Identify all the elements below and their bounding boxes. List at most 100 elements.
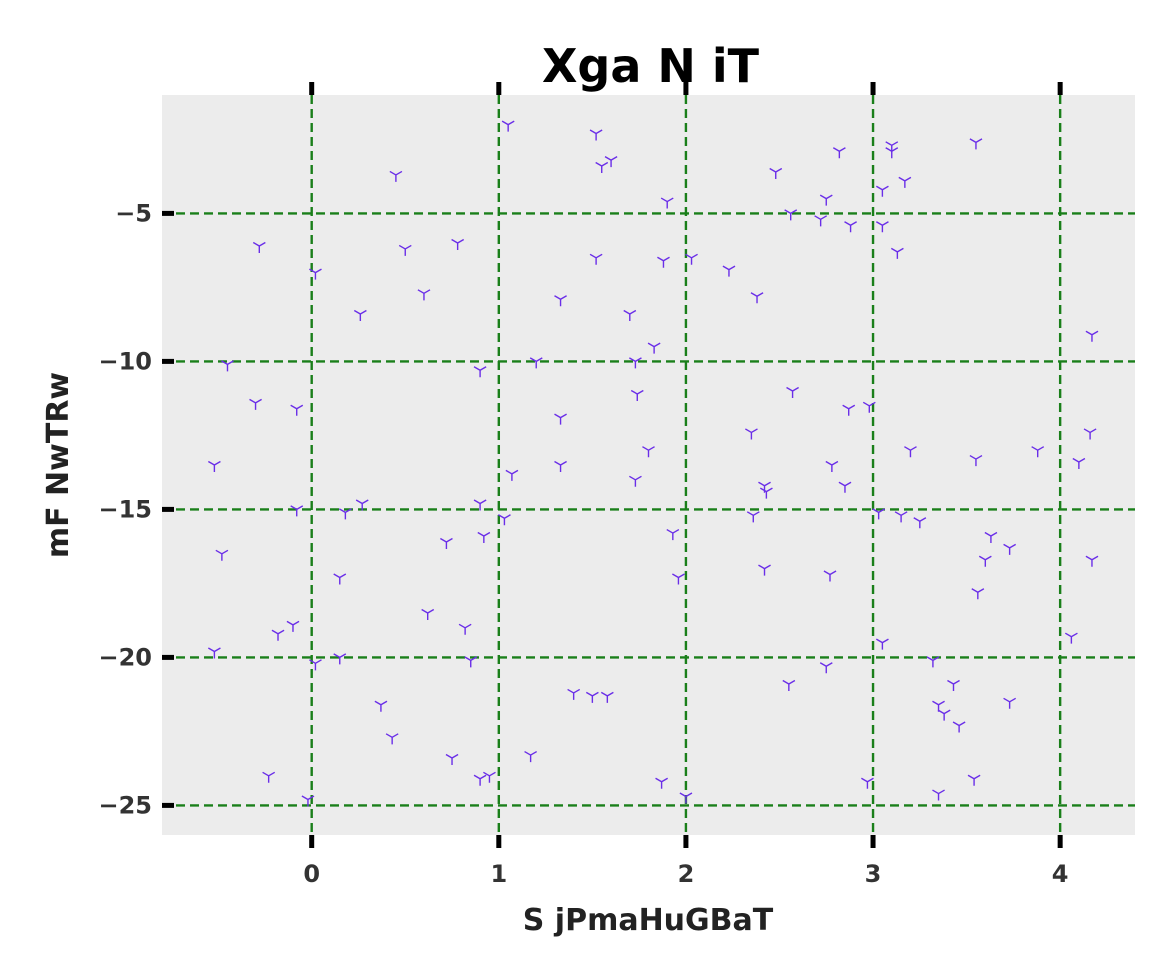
- data-point: [498, 514, 511, 526]
- data-point: [969, 454, 983, 467]
- data-point: [623, 309, 637, 322]
- data-point: [505, 469, 519, 481]
- data-point: [353, 309, 367, 322]
- data-point: [389, 170, 403, 182]
- data-point: [501, 120, 515, 132]
- data-point: [445, 753, 459, 766]
- data-point: [967, 774, 981, 786]
- data-point: [722, 265, 736, 277]
- data-point: [589, 129, 603, 141]
- data-point: [875, 221, 889, 233]
- data-point: [952, 721, 966, 733]
- data-point: [374, 700, 388, 712]
- data-point: [971, 588, 985, 600]
- data-point: [589, 253, 603, 265]
- axis-ticks: [162, 82, 1063, 848]
- data-point: [309, 268, 322, 280]
- data-point: [758, 564, 771, 576]
- data-point: [819, 194, 833, 206]
- data-point: [473, 366, 487, 378]
- data-point: [875, 185, 889, 197]
- tick-labels: 0 1 2 3 4 −5 −10 −15 −20 −25: [98, 199, 1068, 888]
- x-tick-label: 3: [865, 860, 882, 888]
- data-point: [1003, 543, 1017, 555]
- data-point: [978, 555, 992, 567]
- data-point: [628, 475, 642, 487]
- x-axis-label: S jPmaHuGBaT: [523, 903, 774, 938]
- data-point: [784, 209, 798, 221]
- data-point: [567, 688, 581, 700]
- data-point: [221, 360, 234, 372]
- grid-lines: [162, 95, 1135, 835]
- data-point: [660, 197, 674, 209]
- data-point: [872, 508, 886, 520]
- data-point: [398, 244, 412, 256]
- data-point: [628, 357, 642, 369]
- data-point: [894, 511, 908, 523]
- data-point: [1085, 330, 1099, 342]
- data-point: [1085, 555, 1099, 567]
- data-point: [745, 428, 758, 440]
- data-point: [554, 413, 567, 425]
- data-point: [464, 656, 478, 668]
- data-point: [885, 147, 899, 159]
- data-point: [750, 292, 764, 304]
- data-point: [554, 460, 567, 472]
- data-point: [604, 156, 618, 168]
- data-point: [984, 531, 998, 544]
- data-point: [451, 238, 465, 250]
- data-point: [926, 656, 940, 668]
- data-point: [862, 401, 876, 413]
- y-tick-label: −25: [98, 791, 152, 819]
- data-point: [782, 679, 796, 692]
- y-tick-label: −5: [115, 199, 152, 227]
- data-point: [861, 777, 874, 789]
- x-tick-label: 1: [490, 860, 507, 888]
- plot-background: [162, 95, 1135, 835]
- data-point: [1031, 446, 1045, 458]
- y-tick-label: −20: [98, 643, 152, 671]
- data-point: [672, 573, 685, 585]
- data-points: [207, 120, 1099, 807]
- data-point: [844, 221, 857, 233]
- data-point: [290, 505, 304, 517]
- data-point: [825, 460, 839, 472]
- data-point: [286, 620, 300, 632]
- data-point: [642, 446, 655, 458]
- data-point: [1072, 457, 1086, 470]
- data-point: [338, 508, 352, 520]
- data-point: [832, 147, 846, 159]
- data-point: [769, 167, 783, 179]
- data-point: [458, 623, 472, 635]
- data-point: [600, 691, 614, 703]
- data-point: [1064, 632, 1078, 644]
- data-point: [421, 608, 435, 620]
- x-tick-label: 2: [678, 860, 695, 888]
- data-point: [759, 487, 773, 499]
- data-point: [898, 176, 912, 188]
- data-point: [904, 446, 917, 458]
- data-point: [937, 709, 951, 721]
- data-point: [529, 357, 543, 369]
- data-point: [207, 647, 221, 659]
- data-point: [947, 679, 960, 692]
- data-point: [585, 691, 599, 703]
- data-point: [333, 573, 347, 585]
- data-point: [838, 481, 852, 493]
- data-point: [679, 792, 693, 804]
- data-point: [473, 774, 487, 786]
- chart-title: Xga N iT: [542, 39, 760, 93]
- data-point: [932, 789, 945, 801]
- data-point: [595, 161, 609, 174]
- data-point: [483, 771, 496, 783]
- data-point: [271, 629, 285, 641]
- data-point: [823, 570, 837, 582]
- data-point: [819, 662, 833, 674]
- data-point: [913, 517, 927, 529]
- data-point: [657, 256, 670, 268]
- data-point: [647, 342, 661, 354]
- y-axis-label: mF NwTRw: [41, 372, 76, 558]
- data-point: [309, 659, 322, 671]
